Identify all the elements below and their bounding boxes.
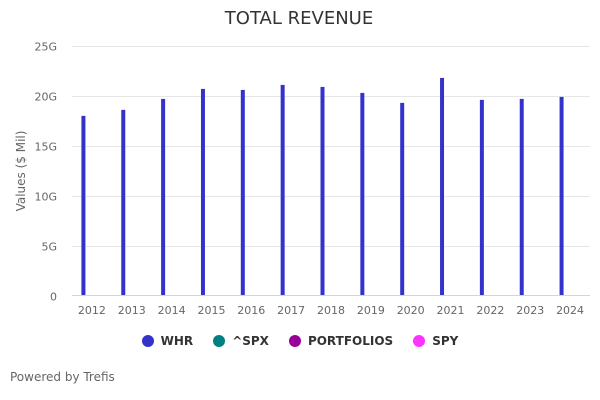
- legend-label: WHR: [160, 334, 194, 348]
- x-tick-label: 2024: [556, 304, 584, 317]
- bars: [81, 77, 564, 296]
- credits-link[interactable]: Powered by Trefis: [10, 370, 115, 384]
- legend-item-spx[interactable]: ^SPX: [213, 334, 269, 348]
- y-axis-label: Values ($ Mil): [14, 131, 28, 212]
- x-tick-label: 2013: [118, 304, 146, 317]
- y-tick-label: 20G: [34, 91, 57, 104]
- bar-whr-2023[interactable]: [519, 98, 524, 296]
- bar-whr-2017[interactable]: [280, 84, 285, 296]
- x-tick-label: 2022: [476, 304, 504, 317]
- legend-label: SPY: [432, 334, 459, 348]
- legend-item-portfolios[interactable]: PORTFOLIOS: [288, 334, 394, 348]
- bar-whr-2012[interactable]: [81, 115, 86, 296]
- x-axis-ticks: 2012 2013 2014 2015 2016 2017 2018 2019 2020 2021…: [78, 304, 584, 317]
- x-tick-label: 2021: [437, 304, 465, 317]
- x-tick-label: 2023: [516, 304, 544, 317]
- bar-whr-2020[interactable]: [400, 102, 405, 296]
- bar-whr-2016[interactable]: [240, 89, 245, 296]
- bar-whr-2013[interactable]: [121, 109, 126, 296]
- y-tick-label: 25G: [34, 41, 57, 54]
- y-tick-label: 5G: [41, 241, 57, 254]
- legend-marker-icon: [413, 335, 426, 347]
- gridlines: [72, 46, 590, 247]
- legend: WHR ^SPX PORTFOLIOS SPY: [0, 334, 600, 348]
- x-tick-label: 2019: [357, 304, 385, 317]
- legend-item-spy[interactable]: SPY: [413, 334, 458, 348]
- legend-label: PORTFOLIOS: [307, 334, 394, 348]
- y-tick-label: 15G: [34, 141, 57, 154]
- legend-item-whr[interactable]: WHR: [141, 334, 194, 348]
- bar-whr-2015[interactable]: [200, 88, 205, 296]
- bar-whr-2018[interactable]: [320, 86, 325, 296]
- bar-whr-2022[interactable]: [479, 99, 484, 296]
- x-tick-label: 2014: [158, 304, 186, 317]
- legend-label: ^SPX: [232, 334, 269, 348]
- legend-marker-icon: [288, 335, 301, 347]
- legend-marker-icon: [141, 335, 154, 347]
- bar-whr-2019[interactable]: [360, 92, 365, 296]
- bar-whr-2021[interactable]: [440, 77, 445, 296]
- x-tick-label: 2012: [78, 304, 106, 317]
- x-tick-label: 2018: [317, 304, 345, 317]
- x-tick-label: 2016: [237, 304, 265, 317]
- x-tick-label: 2015: [197, 304, 225, 317]
- x-tick-label: 2020: [397, 304, 425, 317]
- legend-marker-icon: [213, 335, 226, 347]
- bar-whr-2014[interactable]: [161, 98, 166, 296]
- y-tick-label: 10G: [34, 191, 57, 204]
- x-tick-label: 2017: [277, 304, 305, 317]
- bar-whr-2024[interactable]: [559, 96, 564, 296]
- y-tick-label: 0: [50, 291, 57, 304]
- y-axis-ticks: 0 5G 10G 15G 20G 25G: [34, 41, 57, 304]
- chart-title: TOTAL REVENUE: [224, 8, 373, 29]
